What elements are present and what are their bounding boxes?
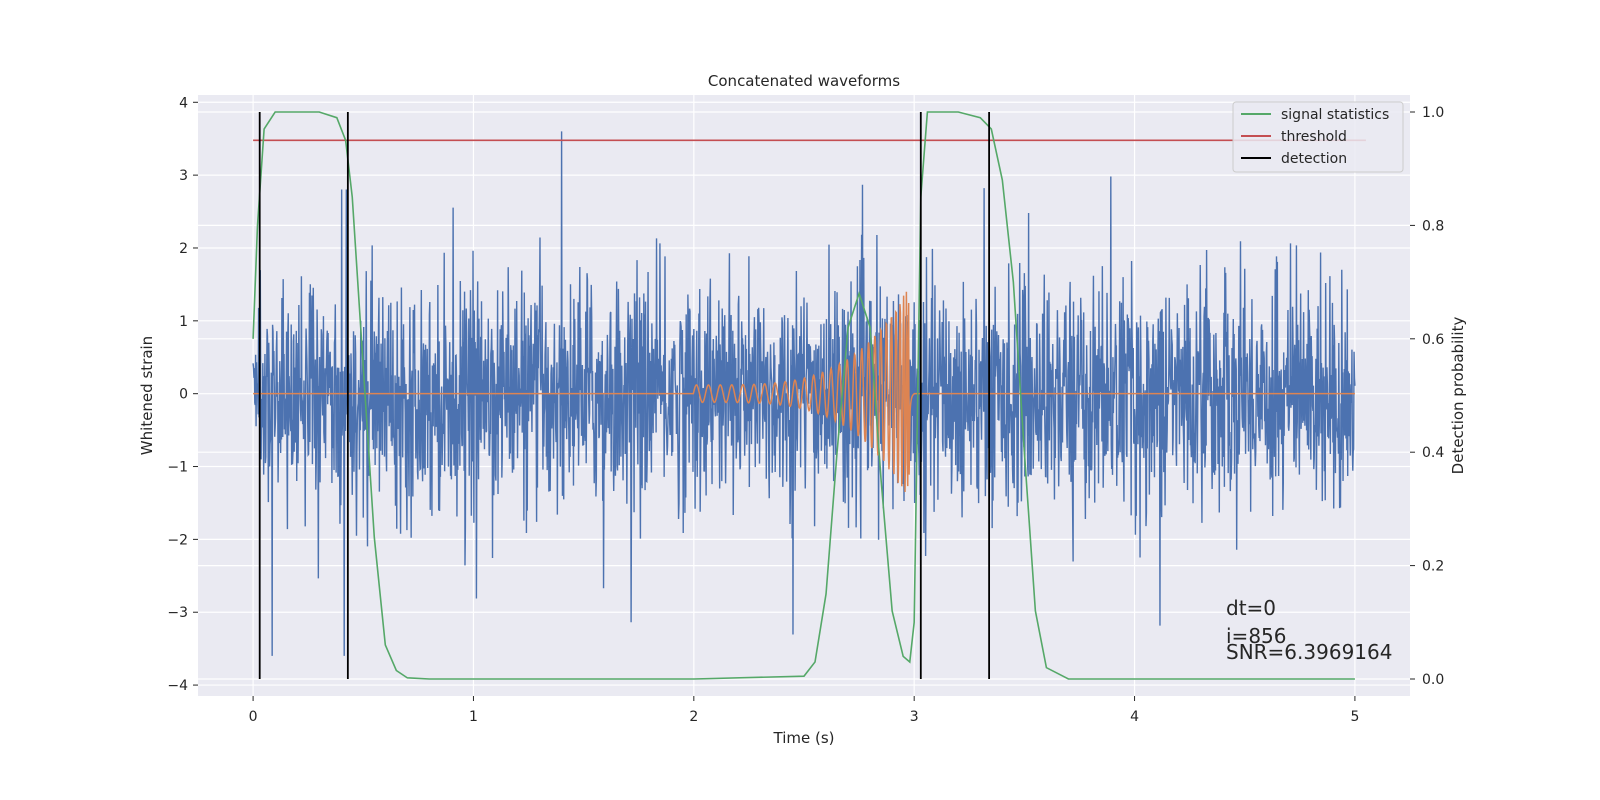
- y-axis-label-right: Detection probability: [1449, 317, 1467, 475]
- noise-series: [252, 131, 1356, 656]
- y-tick-label: −3: [167, 605, 188, 621]
- y-tick-label: 1: [179, 314, 188, 330]
- noise-line: [252, 131, 1356, 656]
- x-tick-label: 2: [689, 709, 698, 725]
- annotation-index: i=856: [1226, 624, 1287, 648]
- y2-tick-label: 1.0: [1422, 105, 1444, 121]
- x-tick-label: 3: [910, 709, 919, 725]
- chart-title: Concatenated waveforms: [708, 72, 900, 90]
- legend-box: [1232, 101, 1404, 173]
- y-tick-label: −2: [167, 532, 188, 548]
- y2-tick-label: 0.8: [1422, 218, 1444, 234]
- y-tick-label: 3: [179, 168, 188, 184]
- chirp-line: [253, 291, 1355, 493]
- x-tick-label: 5: [1350, 709, 1359, 725]
- legend: signal statistics threshold detection: [1232, 101, 1404, 173]
- x-tick-label: 0: [249, 709, 258, 725]
- y-tick-label: −1: [167, 460, 188, 476]
- axis-ticks: 0 1 2 3 4 5 −4 −3 −2 −1 0 1 2 3 4 0.0 0.2 0.4 0.6 0.8 1.0: [167, 95, 1444, 725]
- annotation-dt: dt=0: [1226, 596, 1276, 620]
- annotation-snr: SNR=6.3969164: [1226, 640, 1392, 664]
- detection-lines: [258, 112, 991, 679]
- y-tick-label: 0: [179, 387, 188, 403]
- x-tick-label: 1: [469, 709, 478, 725]
- x-tick-label: 4: [1130, 709, 1139, 725]
- y2-tick-label: 0.4: [1422, 445, 1444, 461]
- y2-tick-label: 0.6: [1422, 332, 1444, 348]
- chirp-series: [253, 291, 1355, 493]
- y2-tick-label: 0.2: [1422, 559, 1444, 575]
- x-axis-label: Time (s): [773, 729, 835, 747]
- y-tick-label: 2: [179, 241, 188, 257]
- legend-label: threshold: [1281, 129, 1347, 145]
- legend-label: signal statistics: [1281, 107, 1389, 123]
- y2-tick-label: 0.0: [1422, 672, 1444, 688]
- y-tick-label: −4: [167, 678, 188, 694]
- legend-label: detection: [1281, 151, 1347, 167]
- y-tick-label: 4: [179, 95, 188, 111]
- y-axis-label-left: Whitened strain: [138, 336, 156, 455]
